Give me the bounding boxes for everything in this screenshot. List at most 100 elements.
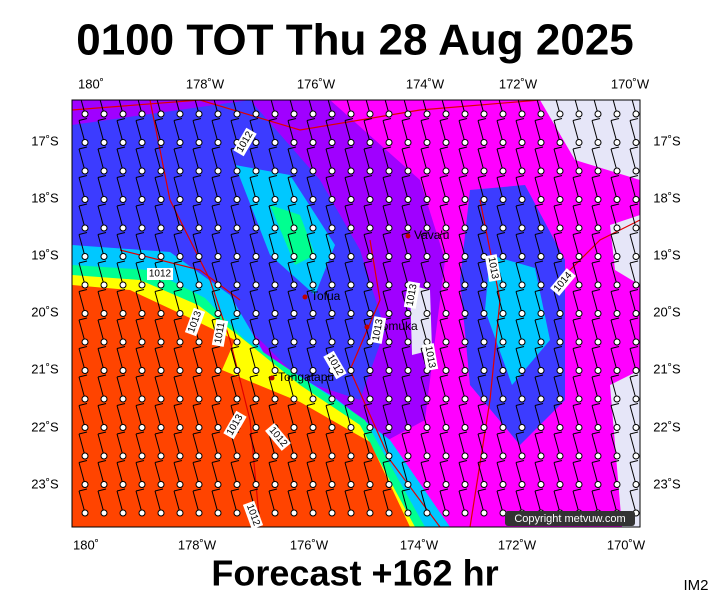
barb (591, 405, 599, 428)
station (157, 253, 165, 260)
station (518, 424, 526, 431)
barb-flag (154, 260, 164, 264)
barb (629, 348, 637, 371)
station (423, 253, 431, 260)
barb (325, 433, 333, 457)
barb (591, 462, 599, 485)
station (252, 224, 260, 232)
image-id: IM2 (683, 577, 708, 594)
barb (230, 148, 238, 172)
barb (363, 433, 371, 457)
barb-flag (629, 488, 639, 492)
barb-flag (211, 118, 221, 121)
station (594, 281, 602, 289)
barb (363, 177, 371, 200)
barb (382, 177, 390, 200)
barb-flag (629, 146, 639, 150)
station (252, 167, 260, 175)
barb-flag (154, 488, 164, 492)
barb (382, 262, 390, 286)
station (157, 110, 165, 118)
station (461, 196, 469, 203)
barb-flag (325, 289, 335, 292)
barb-flag (325, 431, 335, 435)
isobar-label-box (484, 254, 502, 282)
barb (441, 100, 447, 115)
station (195, 139, 203, 146)
barb-flag (192, 431, 202, 435)
barb-flag (458, 203, 468, 207)
barb (116, 405, 124, 428)
barb (116, 177, 124, 200)
barb-flag (610, 175, 620, 178)
station (290, 224, 298, 232)
barb (553, 348, 561, 371)
barb-flag (230, 203, 240, 207)
station (119, 281, 127, 289)
station (119, 452, 127, 460)
barb-flag (211, 146, 221, 150)
barb-flag (629, 460, 639, 463)
barb-flag (116, 488, 126, 492)
barb (116, 319, 124, 343)
station (271, 253, 279, 260)
barb-flag (363, 260, 373, 264)
barb (477, 376, 485, 400)
barb (534, 462, 542, 485)
station (252, 110, 260, 118)
barb-flag (325, 374, 335, 378)
barb (572, 462, 580, 485)
station (252, 452, 260, 460)
station (461, 224, 469, 232)
barb-flag (173, 203, 183, 207)
station (309, 367, 317, 374)
barb (593, 100, 599, 115)
barb (401, 234, 409, 257)
barb-flag (401, 488, 411, 492)
isobar-label: 1013 (484, 254, 502, 282)
station (138, 167, 146, 175)
barb (420, 120, 428, 143)
barb (251, 100, 257, 115)
barb-flag (173, 403, 183, 406)
barb-flag (287, 488, 297, 492)
barb (610, 234, 618, 257)
barb (173, 205, 181, 229)
station (81, 167, 89, 175)
barb (515, 348, 523, 371)
barb (496, 405, 504, 428)
barb (477, 433, 485, 457)
barb (249, 291, 257, 314)
barb-flag (249, 260, 259, 264)
barb-flag (287, 118, 297, 121)
isobar-label-box (211, 319, 229, 347)
barb (213, 100, 219, 115)
barb (458, 433, 466, 457)
barb-flag (610, 289, 620, 292)
station (556, 395, 564, 403)
barb (458, 405, 466, 428)
lat-label: 20˚S (653, 304, 681, 319)
barb (211, 433, 219, 457)
barb (591, 291, 599, 314)
barb (78, 205, 86, 229)
barb-flag (363, 232, 373, 235)
station (271, 395, 279, 403)
barb (154, 405, 162, 428)
barb (192, 405, 200, 428)
barb-flag (344, 289, 354, 292)
station (556, 224, 564, 232)
barb-flag (306, 460, 316, 463)
barb-flag (287, 203, 297, 207)
station (537, 224, 545, 232)
barb (249, 405, 257, 428)
barb (420, 205, 428, 229)
barb-flag (97, 203, 107, 207)
barb-flag (116, 232, 126, 235)
station (499, 224, 507, 232)
station (632, 395, 640, 403)
barb (232, 100, 238, 115)
station (556, 167, 564, 175)
station (347, 424, 355, 431)
barb-flag (306, 488, 316, 492)
